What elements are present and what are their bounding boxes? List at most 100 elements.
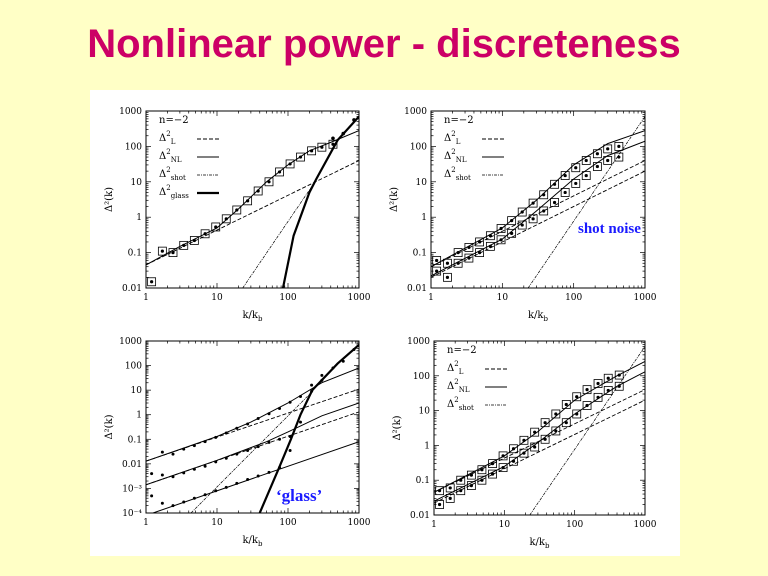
data-point-dot xyxy=(256,417,260,421)
data-point-star xyxy=(510,231,514,235)
series-line-solid xyxy=(151,441,359,513)
legend-label: Δ2NL xyxy=(159,148,182,164)
data-point-dot xyxy=(341,359,345,363)
x-tick-label: 1 xyxy=(428,293,434,303)
data-point-box xyxy=(477,465,487,475)
data-point-star xyxy=(235,208,239,212)
data-point-star xyxy=(563,190,567,195)
x-axis-label: k/kb xyxy=(243,310,264,323)
data-point-dot xyxy=(160,450,164,454)
data-point-star xyxy=(203,232,207,236)
data-point-box xyxy=(528,214,538,224)
data-point-box xyxy=(464,253,474,263)
slide-title: Nonlinear power - discreteness xyxy=(87,22,681,66)
data-point-dot xyxy=(320,378,324,382)
legend-title: n=−2 xyxy=(447,345,477,356)
data-point-box xyxy=(614,370,624,380)
data-point-box xyxy=(530,427,540,437)
data-point-star xyxy=(554,429,558,433)
data-point-star xyxy=(467,245,471,250)
y-tick-label: 1000 xyxy=(407,337,430,347)
data-point-star xyxy=(488,244,492,248)
data-point-star xyxy=(448,486,452,490)
data-point-dot xyxy=(278,466,282,470)
data-point-star xyxy=(542,209,546,213)
data-point-star xyxy=(575,412,579,416)
data-point-dot xyxy=(299,420,303,424)
y-tick-label: 10⁻³ xyxy=(122,484,142,494)
data-point-star xyxy=(617,384,621,388)
data-point-dot xyxy=(246,448,250,452)
data-point-dot xyxy=(214,435,218,439)
legend-label-sup: 2 xyxy=(454,396,458,404)
data-point-box xyxy=(264,177,274,187)
data-point-box xyxy=(550,179,559,189)
data-point-box xyxy=(551,409,561,419)
data-point-box xyxy=(496,235,506,245)
data-point-star xyxy=(552,182,557,186)
legend-label-main: Δ xyxy=(444,169,451,180)
data-point-box xyxy=(517,220,527,230)
y-tick-label: 0.01 xyxy=(410,511,430,521)
data-point-box xyxy=(445,483,455,493)
data-point-star xyxy=(456,261,460,265)
legend-label: Δ2L xyxy=(159,130,176,146)
legend-label: Δ2shot xyxy=(444,166,471,182)
data-point-box xyxy=(519,435,529,445)
data-point-dot xyxy=(288,400,292,404)
data-point-star xyxy=(596,395,600,399)
data-point-box xyxy=(509,444,518,454)
data-point-box xyxy=(572,409,582,419)
data-point-star xyxy=(584,173,588,178)
chart-panel-4: 1 10 100 1000 0.01 0.1 1 10 100 1000 k/kb Δ²(k) n=−2… xyxy=(392,337,657,550)
x-tick-label: 1000 xyxy=(634,293,657,303)
y-tick-label: 1 xyxy=(136,411,142,421)
y-axis-label: Δ²(k) xyxy=(392,415,403,440)
data-point-star xyxy=(477,251,482,255)
data-point-dot xyxy=(246,422,250,426)
data-point-box xyxy=(475,237,484,247)
y-tick-label: 0.1 xyxy=(416,476,430,486)
data-point-star xyxy=(533,430,537,434)
series-line-dashed xyxy=(431,170,645,278)
y-tick-label: 0.01 xyxy=(122,284,142,294)
data-point-box xyxy=(147,277,157,287)
data-point-box xyxy=(498,451,508,461)
data-point-box xyxy=(453,248,463,258)
data-point-dot xyxy=(224,456,228,460)
series-line-dotted xyxy=(527,116,645,288)
data-point-star xyxy=(467,256,471,260)
data-point-star xyxy=(520,223,524,227)
data-point-box xyxy=(285,159,295,169)
data-point-dot xyxy=(235,426,239,430)
data-point-dot xyxy=(310,389,314,393)
data-point-box xyxy=(571,179,581,188)
data-point-box xyxy=(592,162,602,171)
data-point-box xyxy=(528,198,538,208)
data-point-star xyxy=(352,118,356,122)
legend-label-main: Δ xyxy=(159,133,166,144)
data-point-dot xyxy=(310,383,314,387)
legend-label-sup: 2 xyxy=(166,148,170,156)
series-line-solid xyxy=(146,130,359,266)
data-point-box xyxy=(485,231,495,241)
legend-label-sup: 2 xyxy=(166,130,170,138)
y-axis-label: Δ²(k) xyxy=(389,187,400,212)
data-point-star xyxy=(341,131,346,136)
data-point-star xyxy=(435,258,439,263)
y-tick-label: 0.01 xyxy=(407,284,427,294)
y-tick-label: 10 xyxy=(131,386,143,396)
series-line-solid xyxy=(431,130,645,268)
data-point-box xyxy=(560,188,570,197)
data-point-box xyxy=(179,240,189,250)
x-axis-label-sub: b xyxy=(258,315,263,323)
data-point-box xyxy=(475,248,484,258)
data-point-star xyxy=(469,473,473,477)
data-point-star xyxy=(490,461,495,466)
data-point-box xyxy=(466,481,476,490)
data-point-star xyxy=(520,210,524,214)
y-tick-label: 1 xyxy=(424,441,430,451)
data-point-box xyxy=(550,198,559,207)
plot-frame xyxy=(430,110,646,289)
y-tick-label: 100 xyxy=(413,372,430,382)
